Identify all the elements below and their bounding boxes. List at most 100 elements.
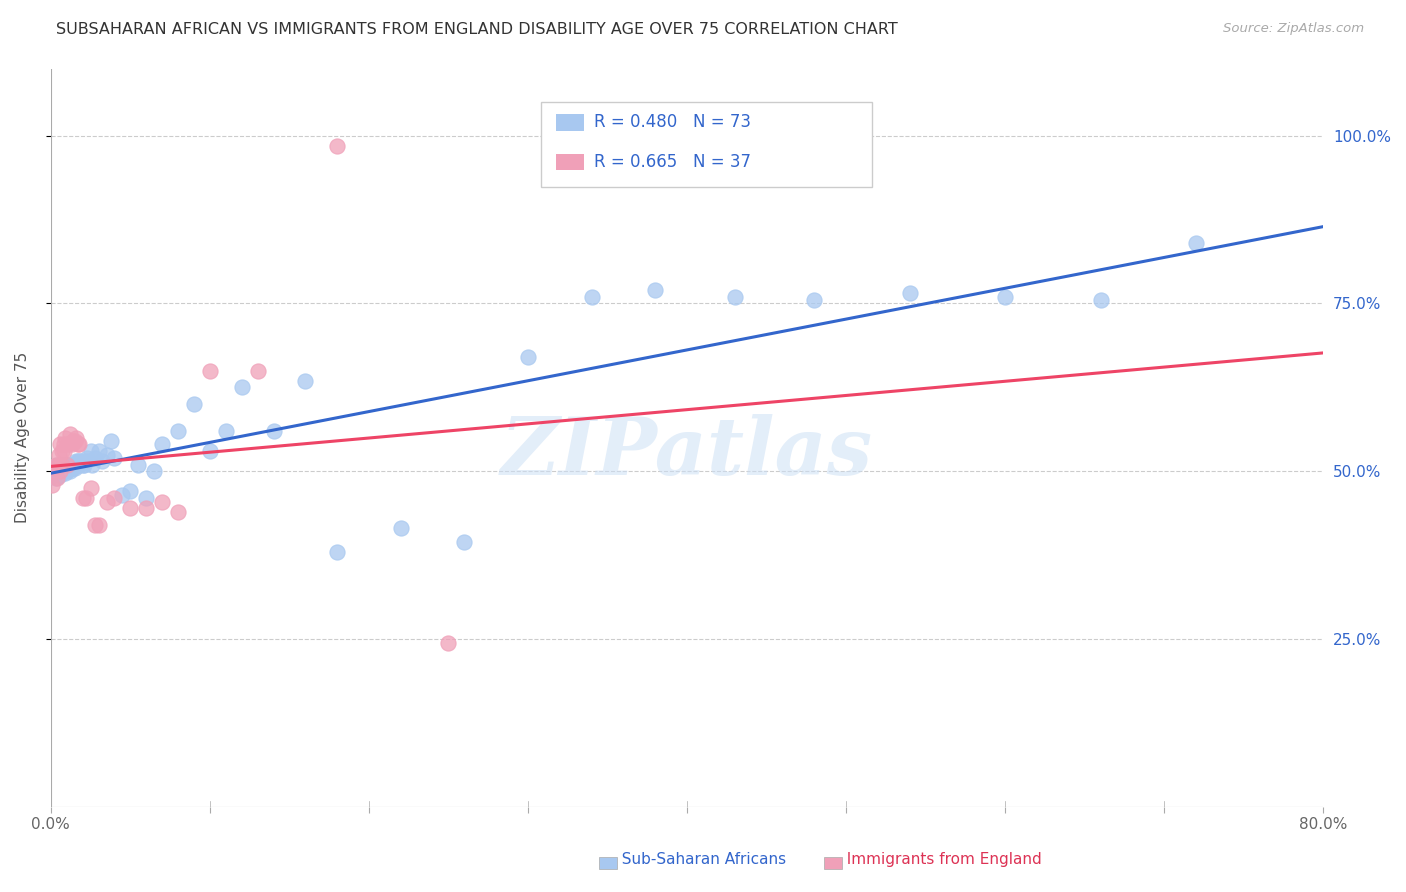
- Point: [79, 444, 101, 458]
- Point: [96, 448, 118, 462]
- Point: [75, 454, 97, 468]
- Point: [69, 458, 91, 472]
- Point: [58, 458, 80, 472]
- Point: [41, 477, 63, 491]
- Point: [63, 461, 86, 475]
- Point: [51, 458, 73, 472]
- Point: [70, 454, 93, 468]
- Point: [52, 437, 75, 451]
- Point: [55, 464, 77, 478]
- Point: [53, 431, 76, 445]
- Point: [63, 434, 86, 449]
- Point: [198, 363, 221, 377]
- Point: [46, 466, 69, 480]
- Point: [82, 458, 104, 472]
- Point: [215, 424, 238, 438]
- Point: [41, 464, 63, 478]
- Point: [100, 434, 122, 449]
- Point: [326, 138, 349, 153]
- Point: [58, 461, 80, 475]
- Point: [58, 437, 80, 451]
- Point: [59, 427, 82, 442]
- Y-axis label: Disability Age Over 75: Disability Age Over 75: [15, 352, 30, 524]
- Point: [65, 458, 87, 472]
- Point: [52, 444, 75, 458]
- Point: [52, 458, 75, 472]
- Point: [62, 461, 84, 475]
- Point: [246, 363, 269, 377]
- Point: [49, 458, 72, 472]
- Point: [72, 458, 94, 472]
- Point: [198, 444, 221, 458]
- Point: [65, 431, 87, 445]
- Point: [63, 458, 86, 472]
- Point: [49, 467, 72, 482]
- Point: [150, 437, 173, 451]
- Point: [724, 290, 747, 304]
- Point: [120, 484, 142, 499]
- Point: [1185, 235, 1208, 250]
- Point: [96, 494, 118, 508]
- Point: [103, 450, 125, 465]
- Point: [46, 471, 69, 485]
- Point: [294, 374, 316, 388]
- Point: [53, 461, 76, 475]
- Point: [111, 488, 134, 502]
- Point: [65, 454, 87, 468]
- Point: [76, 450, 98, 465]
- Point: [59, 458, 82, 472]
- Point: [51, 458, 73, 472]
- Point: [73, 458, 96, 472]
- Point: [90, 454, 112, 468]
- Point: [167, 505, 190, 519]
- Point: [898, 286, 921, 301]
- FancyBboxPatch shape: [541, 102, 872, 186]
- Point: [79, 481, 101, 495]
- Point: [803, 293, 825, 307]
- Point: [1090, 293, 1112, 307]
- Point: [49, 464, 72, 478]
- Point: [69, 437, 91, 451]
- Point: [55, 458, 77, 472]
- Point: [72, 491, 94, 505]
- Point: [120, 501, 142, 516]
- Point: [45, 461, 67, 475]
- Point: [62, 458, 84, 472]
- FancyBboxPatch shape: [555, 114, 583, 130]
- Point: [46, 458, 69, 472]
- Point: [55, 458, 77, 472]
- Point: [84, 450, 107, 465]
- Point: [69, 454, 91, 468]
- Point: [55, 461, 77, 475]
- Point: [51, 461, 73, 475]
- Point: [52, 464, 75, 478]
- Point: [87, 518, 110, 533]
- Point: [150, 494, 173, 508]
- Point: [66, 437, 89, 451]
- Text: ZIPatlas: ZIPatlas: [501, 414, 873, 491]
- Point: [66, 454, 89, 468]
- Point: [135, 491, 157, 505]
- Text: Immigrants from England: Immigrants from England: [837, 852, 1042, 867]
- Point: [994, 290, 1017, 304]
- Point: [42, 461, 65, 475]
- Point: [167, 424, 190, 438]
- Point: [59, 464, 82, 478]
- Point: [263, 424, 285, 438]
- Point: [103, 491, 125, 505]
- Point: [60, 437, 83, 451]
- Point: [53, 466, 76, 480]
- Point: [49, 461, 72, 475]
- Point: [135, 501, 157, 516]
- Point: [389, 521, 412, 535]
- Point: [437, 635, 460, 649]
- Point: [62, 434, 84, 449]
- Point: [49, 437, 72, 451]
- Point: [183, 397, 205, 411]
- Point: [453, 534, 475, 549]
- Point: [231, 380, 253, 394]
- FancyBboxPatch shape: [555, 154, 583, 170]
- Point: [84, 518, 107, 533]
- Point: [42, 467, 65, 482]
- Point: [75, 491, 97, 505]
